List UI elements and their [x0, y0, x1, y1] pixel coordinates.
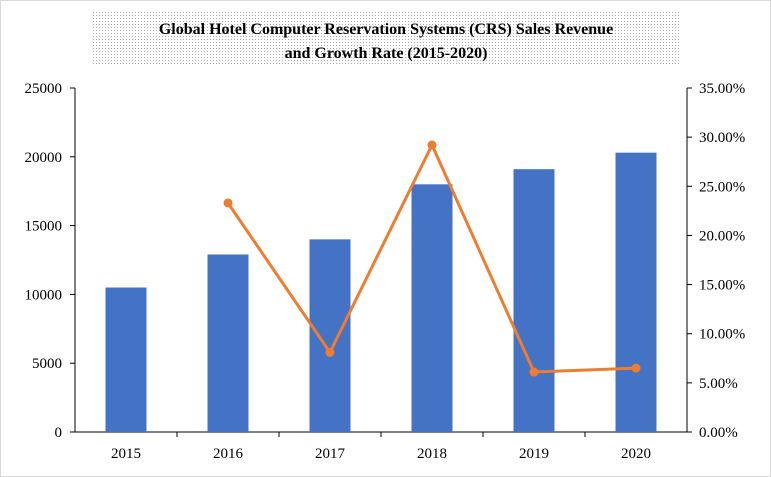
left-axis-tick-label: 25000	[25, 81, 63, 97]
left-axis-tick-label: 10000	[25, 287, 63, 303]
growth-rate-point	[631, 363, 641, 373]
revenue-bar	[309, 239, 351, 432]
growth-rate-point	[223, 198, 233, 208]
x-axis-tick-label: 2017	[315, 446, 346, 462]
x-axis-tick-label: 2018	[417, 446, 447, 462]
bar-series	[105, 152, 657, 432]
left-axis-tick-label: 5000	[32, 356, 62, 372]
revenue-bar	[615, 152, 657, 432]
x-axis-tick-label: 2019	[519, 446, 549, 462]
right-axis-tick-label: 35.00%	[699, 81, 745, 97]
left-axis-ticks: 0 5000 10000 15000 20000 25000	[25, 81, 75, 441]
x-axis-tick-label: 2015	[111, 446, 141, 462]
chart-title: Global Hotel Computer Reservation System…	[91, 12, 680, 66]
growth-line-series	[223, 140, 641, 377]
revenue-bar	[207, 254, 249, 432]
growth-rate-point	[529, 367, 539, 377]
right-axis-tick-label: 30.00%	[699, 130, 745, 146]
revenue-bar	[513, 169, 555, 432]
right-axis-tick-label: 0.00%	[699, 425, 738, 441]
chart-title-line-1: Global Hotel Computer Reservation System…	[159, 21, 613, 38]
right-axis-tick-label: 20.00%	[699, 228, 745, 244]
right-axis-tick-label: 25.00%	[699, 179, 745, 195]
left-axis-tick-label: 0	[55, 425, 63, 441]
x-axis-tick-label: 2016	[213, 446, 244, 462]
revenue-bar	[411, 184, 453, 432]
x-axis-ticks: 2015 2016 2017 2018 2019 2020	[111, 432, 651, 462]
title-background	[91, 12, 680, 66]
revenue-bar	[105, 287, 147, 432]
left-axis-tick-label: 20000	[25, 150, 63, 166]
x-axis-tick-label: 2020	[621, 446, 651, 462]
right-axis-tick-label: 5.00%	[699, 376, 738, 392]
growth-rate-point	[325, 347, 335, 357]
right-axis-tick-label: 15.00%	[699, 278, 745, 294]
growth-rate-point	[427, 140, 437, 150]
chart-title-line-2: and Growth Rate (2015-2020)	[285, 45, 488, 62]
left-axis-tick-label: 15000	[25, 219, 63, 235]
right-axis-tick-label: 10.00%	[699, 327, 745, 343]
right-axis-ticks: 0.00% 5.00% 10.00% 15.00% 20.00% 25.00% 30.00%…	[687, 81, 745, 441]
